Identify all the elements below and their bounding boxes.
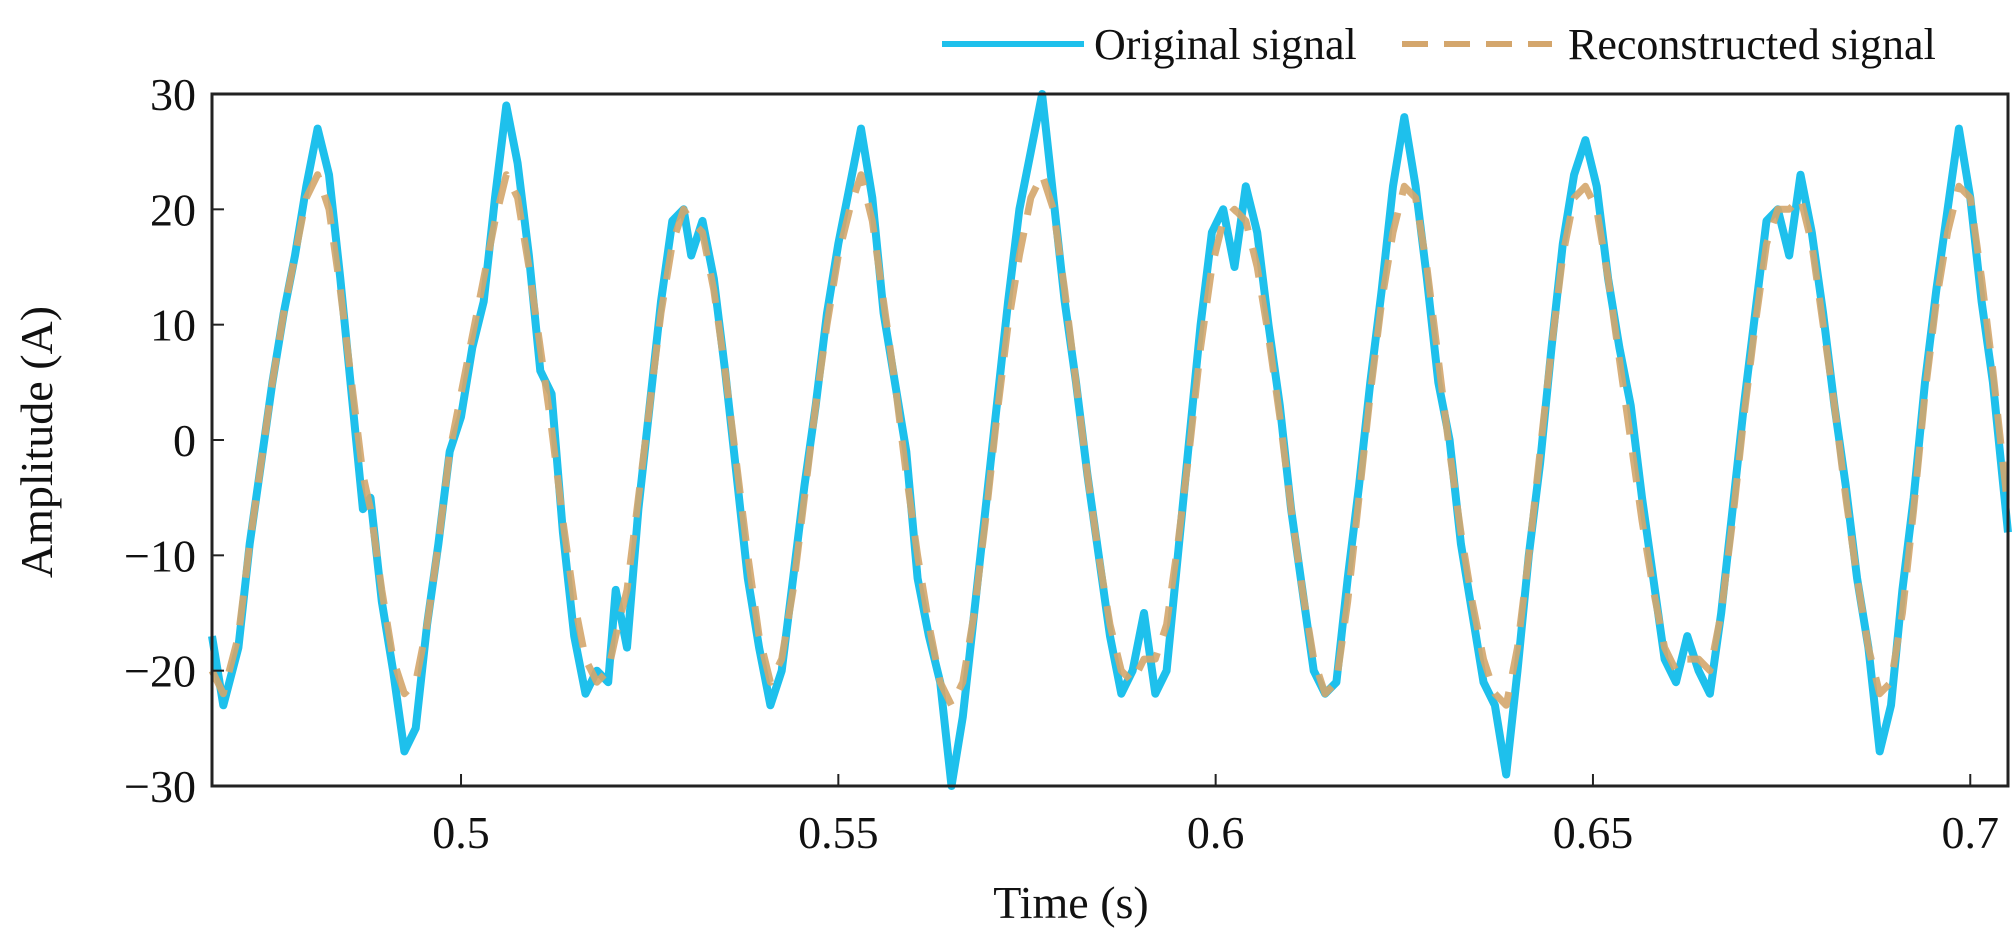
y-tick-label: 20: [150, 184, 196, 235]
x-tick-label: 0.55: [798, 807, 879, 858]
legend-label-original-signal: Original signal: [1094, 20, 1357, 69]
x-tick-label: 0.6: [1187, 807, 1245, 858]
series-line-1: [208, 171, 2012, 709]
x-axis-title: Time (s): [993, 877, 1149, 928]
legend-label-reconstructed-signal: Reconstructed signal: [1568, 20, 1936, 69]
y-tick-label: −10: [124, 530, 196, 581]
y-tick-label: −30: [124, 761, 196, 812]
legend: Original signal Reconstructed signal: [942, 20, 1936, 69]
axis-ticks: 0.5 0.55 0.6 0.65 0.7 30 20 10 0 −10 −20 −30: [124, 69, 1999, 858]
x-tick-label: 0.7: [1942, 807, 2000, 858]
series-line-0: [208, 90, 2012, 790]
y-axis-title: Amplitude (A): [11, 306, 62, 578]
y-tick-label: 30: [150, 69, 196, 120]
plot-area: [208, 90, 2012, 790]
y-tick-label: −20: [124, 646, 196, 697]
y-tick-label: 0: [173, 415, 196, 466]
x-tick-label: 0.65: [1553, 807, 1634, 858]
y-tick-label: 10: [150, 300, 196, 351]
x-tick-label: 0.5: [432, 807, 490, 858]
